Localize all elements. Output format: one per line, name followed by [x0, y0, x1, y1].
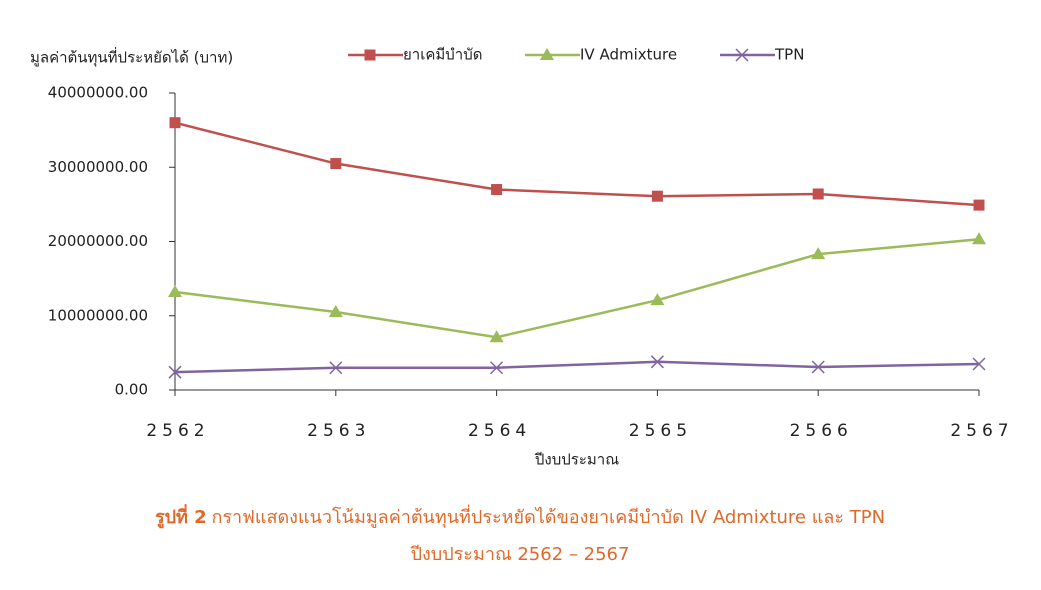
caption-text: กราฟแสดงแนวโน้มมูลค่าต้นทุนที่ประหยัดได้… [211, 504, 885, 528]
legend-marker [540, 48, 554, 60]
x-tick-label: 2562 [146, 421, 209, 441]
y-tick-label: 30000000.00 [48, 158, 148, 176]
y-tick-label: 0.00 [115, 381, 148, 399]
y-tick-label: 20000000.00 [48, 232, 148, 250]
data-point [650, 355, 664, 369]
data-point [330, 158, 342, 170]
x-tick-label: 2564 [468, 421, 531, 441]
legend-marker [735, 48, 749, 62]
legend-label: ยาเคมีบำบัด [403, 46, 482, 64]
x-tick-label: 2565 [629, 421, 692, 441]
x-axis-label: ปีงบประมาณ [534, 451, 619, 469]
caption-line2: ปีงบประมาณ 2562 – 2567 [410, 544, 629, 565]
caption-line1: รูปที่ 2 กราฟแสดงแนวโน้มมูลค่าต้นทุนที่ป… [155, 504, 885, 529]
x-tick-label: 2563 [307, 421, 370, 441]
data-point [811, 247, 826, 260]
data-point [811, 360, 825, 374]
y-tick-label: 40000000.00 [48, 84, 148, 102]
data-point [972, 232, 986, 245]
data-point [329, 361, 343, 375]
data-point [812, 188, 824, 200]
legend-label: IV Admixture [580, 46, 677, 64]
caption-label: รูปที่ 2 [155, 504, 207, 529]
data-point [168, 284, 182, 297]
series-line [174, 238, 980, 339]
data-point [650, 293, 665, 306]
data-point [972, 357, 986, 371]
series-line [174, 360, 980, 374]
data-point [491, 184, 503, 196]
data-point [168, 365, 182, 379]
legend-label: TPN [774, 46, 804, 64]
data-point [328, 305, 343, 318]
x-tick-label: 2567 [950, 421, 1013, 441]
data-point [651, 190, 663, 202]
series-line [174, 121, 980, 207]
data-point [489, 330, 504, 343]
legend-marker [364, 49, 376, 61]
y-tick-label: 10000000.00 [48, 306, 148, 324]
y-axis-label: มูลค่าต้นทุนที่ประหยัดได้ (บาท) [30, 47, 233, 68]
data-point [490, 361, 504, 375]
data-point [973, 199, 985, 211]
data-point [169, 117, 181, 129]
x-tick-label: 2566 [790, 421, 853, 441]
